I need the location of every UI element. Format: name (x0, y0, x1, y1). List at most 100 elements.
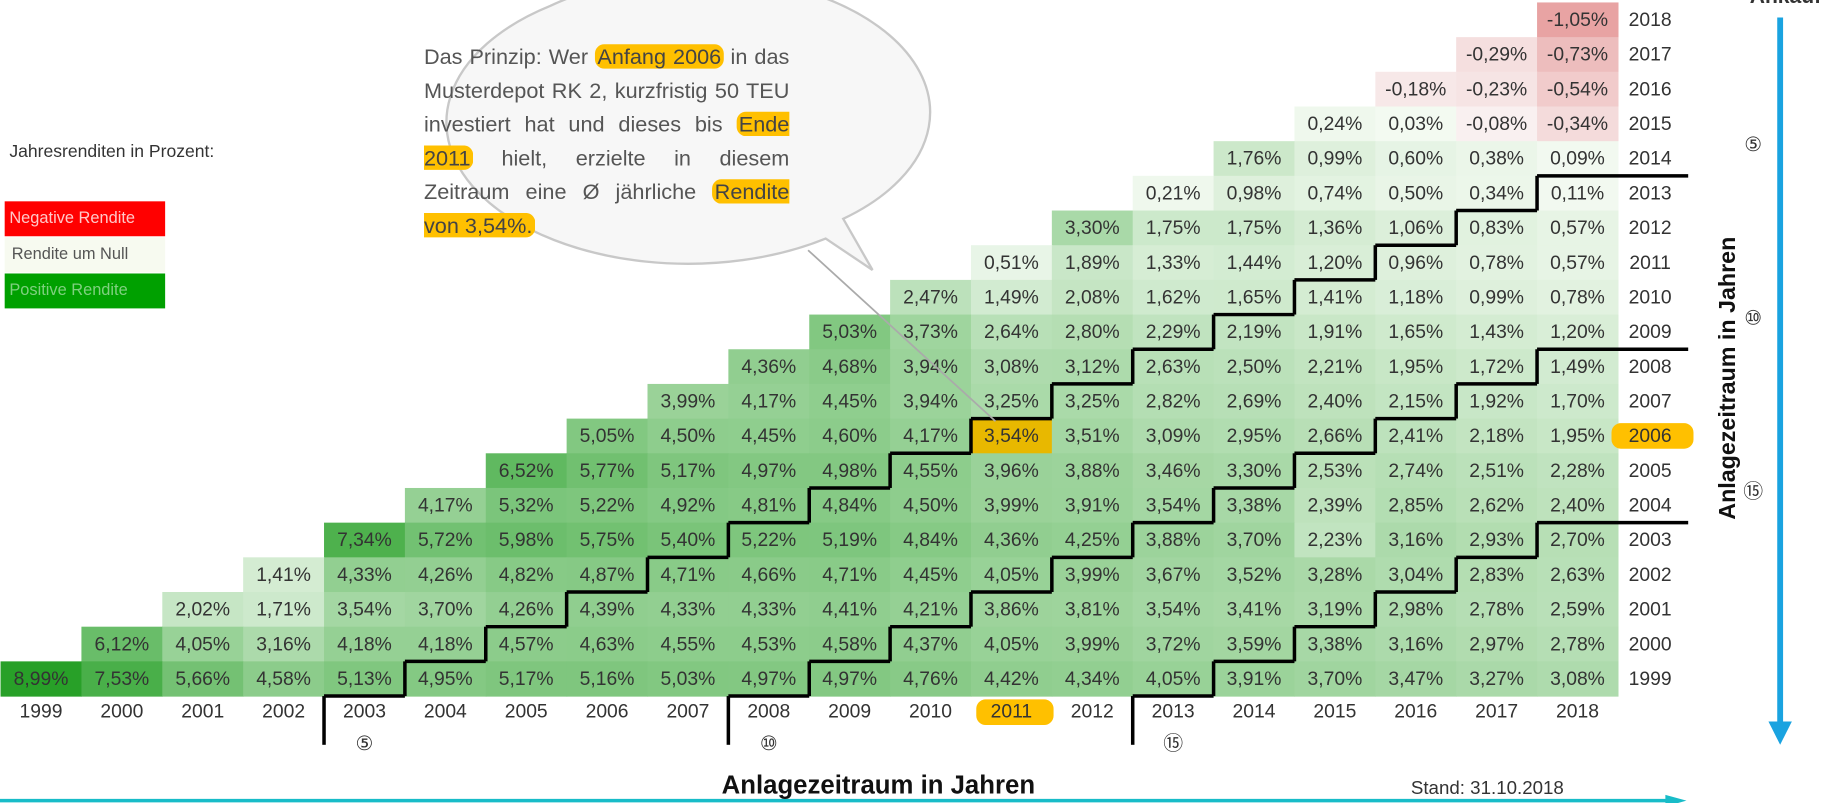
cell (1051, 487, 1134, 524)
cell-value: 0,60% (1388, 149, 1443, 170)
arrow-head (1665, 794, 1687, 803)
cell-value: 1,65% (1388, 322, 1443, 343)
cell-value: 4,05% (1146, 669, 1201, 690)
row-label: 1999 (1629, 669, 1672, 690)
cell (1132, 349, 1215, 385)
cell (1051, 210, 1134, 246)
cell-value: 1,49% (984, 288, 1039, 309)
cell (404, 661, 487, 697)
cell-value: 2,15% (1388, 392, 1443, 413)
cell (1051, 314, 1134, 350)
legend-swatch (4, 273, 166, 309)
cell (1132, 314, 1215, 350)
cell-value: 2,63% (1146, 357, 1201, 378)
cell-value: 4,33% (741, 600, 796, 621)
cell-value: 4,50% (661, 426, 716, 447)
cell (809, 487, 891, 524)
cell (1294, 279, 1376, 316)
cell-value: 3,12% (1065, 357, 1120, 378)
legend-title: Jahresrenditen in Prozent: (9, 141, 214, 161)
cell (1051, 592, 1134, 628)
cell-value: 1,95% (1388, 357, 1443, 378)
cell-value: 2,74% (1388, 461, 1443, 482)
cell-value: 1,41% (1307, 288, 1362, 309)
cell-value: 4,26% (418, 565, 473, 586)
cell (566, 592, 649, 628)
cell-value: 3,59% (1227, 634, 1282, 655)
cell (1456, 349, 1538, 385)
cell-value: 1,41% (256, 565, 311, 586)
cell-value: 5,03% (661, 669, 716, 690)
cell-value: 3,99% (661, 392, 716, 413)
cell (1456, 279, 1538, 316)
cell (1537, 349, 1619, 385)
cell-value: 3,41% (1227, 600, 1282, 621)
cell-value: 4,17% (418, 496, 473, 517)
cell-value: 1,44% (1227, 253, 1282, 274)
cell-value: 1,75% (1227, 218, 1282, 239)
row-label: 2010 (1629, 288, 1672, 309)
cell-value: 5,17% (499, 669, 554, 690)
cell (1456, 175, 1538, 212)
cell (1375, 453, 1457, 489)
cell-value: 2,41% (1388, 426, 1443, 447)
cell (728, 592, 810, 628)
cell-value: 1,70% (1550, 392, 1605, 413)
cell (1456, 592, 1538, 628)
cell-value: 4,66% (741, 565, 796, 586)
cell (1213, 418, 1296, 454)
cell (647, 383, 729, 420)
cell (1375, 279, 1457, 316)
cell (324, 522, 406, 558)
cell-value: 4,97% (822, 669, 877, 690)
cell (1375, 626, 1457, 662)
cell-value: 6,12% (94, 634, 149, 655)
cell-value: 4,55% (903, 461, 958, 482)
cell (890, 557, 972, 593)
cell-value: 2,62% (1469, 496, 1524, 517)
cell (1132, 557, 1215, 593)
cell-value: 2,39% (1307, 496, 1362, 517)
cell (1537, 141, 1619, 177)
row-label: 2004 (1629, 496, 1672, 517)
cell-value: 4,34% (1065, 669, 1120, 690)
cell-value: 4,84% (822, 496, 877, 517)
column-label: 2000 (100, 701, 143, 722)
top-label: Ankauf (1750, 0, 1822, 8)
cell (647, 522, 729, 558)
cell (1537, 453, 1619, 489)
cell (1213, 626, 1296, 662)
cell (1375, 349, 1457, 385)
column-label: 1999 (20, 701, 63, 722)
cell-value: 4,33% (337, 565, 392, 586)
cell (1456, 557, 1538, 593)
cell (809, 418, 891, 454)
column-label: 2001 (181, 701, 224, 722)
period-marker-y: ⑩ (1744, 307, 1762, 329)
pointer-line (807, 249, 997, 422)
cell-value: 1,06% (1388, 218, 1443, 239)
cell-value: -1,05% (1547, 10, 1608, 31)
cell-value: 3,25% (984, 392, 1039, 413)
cell (1375, 592, 1457, 628)
cell (970, 418, 1053, 454)
cell (566, 626, 649, 662)
cell-value: 3,99% (1065, 565, 1120, 586)
column-label: 2017 (1475, 701, 1518, 722)
cell-value: 5,32% (499, 496, 554, 517)
cell (324, 592, 406, 628)
cell-value: 2,95% (1227, 426, 1282, 447)
cell-value: 4,41% (822, 600, 877, 621)
cell-value: 3,54% (1146, 496, 1201, 517)
cell (1456, 418, 1538, 454)
cell (1375, 487, 1457, 524)
cell (1132, 453, 1215, 489)
cell-value: 4,53% (741, 634, 796, 655)
cell-value: 4,25% (1065, 530, 1120, 551)
cell (1375, 175, 1457, 212)
column-label: 2004 (424, 701, 467, 722)
cell (1537, 626, 1619, 662)
cell-value: 0,09% (1550, 149, 1605, 170)
cell (1213, 522, 1296, 558)
cell-value: 2,64% (984, 322, 1039, 343)
